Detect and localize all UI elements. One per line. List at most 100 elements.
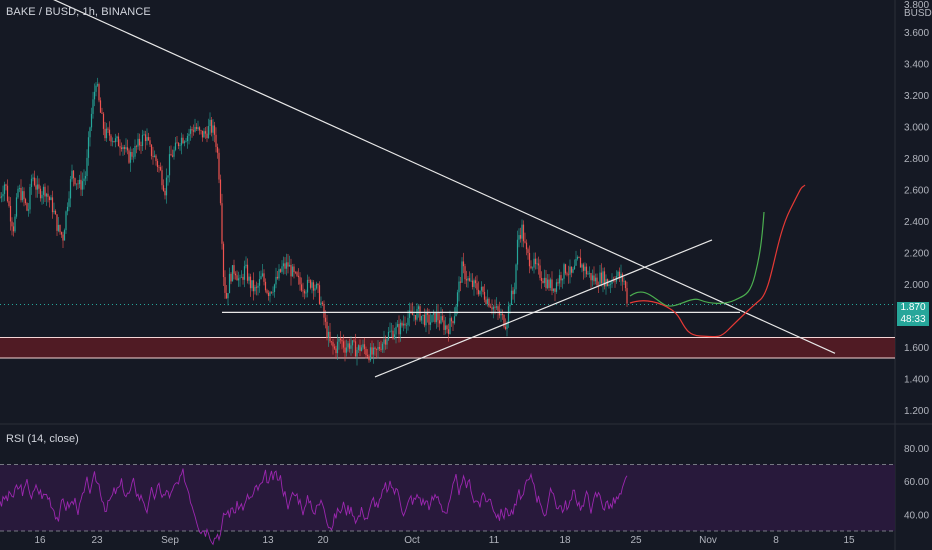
candle-body[interactable] — [491, 307, 493, 310]
candle-body[interactable] — [132, 156, 135, 158]
candle-body[interactable] — [428, 314, 430, 325]
candle-body[interactable] — [255, 286, 258, 288]
candle-body[interactable] — [354, 341, 357, 357]
ascending-support-line[interactable] — [374, 239, 713, 378]
candle-body[interactable] — [444, 325, 447, 330]
candle-body[interactable] — [210, 119, 213, 133]
candle-body[interactable] — [347, 343, 349, 348]
candle-body[interactable] — [441, 316, 444, 321]
candle-body[interactable] — [315, 283, 318, 289]
candle-body[interactable] — [452, 321, 454, 324]
candle-body[interactable] — [413, 315, 415, 316]
candle-body[interactable] — [518, 235, 520, 240]
candle-body[interactable] — [351, 340, 354, 346]
candle-body[interactable] — [557, 282, 559, 284]
candle-body[interactable] — [176, 142, 178, 144]
candle-body[interactable] — [366, 354, 369, 357]
candle-body[interactable] — [300, 284, 303, 291]
candle-body[interactable] — [414, 315, 417, 320]
candle-body[interactable] — [144, 134, 147, 142]
candle-body[interactable] — [321, 302, 324, 305]
candle-body[interactable] — [179, 145, 181, 147]
candle-body[interactable] — [59, 224, 61, 233]
candle-body[interactable] — [425, 312, 427, 326]
candle-body[interactable] — [617, 271, 619, 277]
candle-body[interactable] — [27, 209, 30, 211]
candle-body[interactable] — [309, 280, 312, 288]
candle-body[interactable] — [20, 187, 22, 201]
candle-body[interactable] — [5, 184, 7, 186]
candle-body[interactable] — [312, 282, 315, 291]
candle-body[interactable] — [111, 141, 114, 142]
candle-body[interactable] — [585, 266, 588, 275]
candle-body[interactable] — [281, 266, 283, 272]
candle-body[interactable] — [539, 265, 541, 278]
candle-body[interactable] — [554, 288, 556, 292]
candle-body[interactable] — [471, 280, 474, 287]
candle-body[interactable] — [185, 141, 187, 142]
candle-body[interactable] — [213, 125, 216, 135]
candle-body[interactable] — [311, 282, 313, 288]
candle-body[interactable] — [273, 284, 276, 292]
candle-body[interactable] — [576, 256, 579, 259]
candle-body[interactable] — [434, 311, 436, 323]
candle-body[interactable] — [75, 183, 78, 185]
candle-body[interactable] — [218, 152, 220, 180]
candle-body[interactable] — [386, 339, 388, 345]
candle-body[interactable] — [107, 128, 109, 130]
candle-body[interactable] — [263, 273, 265, 282]
candle-body[interactable] — [593, 275, 595, 282]
candle-body[interactable] — [524, 241, 526, 243]
candle-body[interactable] — [479, 290, 481, 295]
candle-body[interactable] — [152, 156, 154, 158]
candle-body[interactable] — [249, 276, 252, 289]
candle-body[interactable] — [521, 224, 523, 239]
candle-body[interactable] — [371, 347, 373, 355]
candle-body[interactable] — [591, 275, 594, 281]
candle-body[interactable] — [608, 284, 610, 287]
candle-body[interactable] — [611, 279, 613, 284]
candle-body[interactable] — [342, 341, 345, 348]
candle-body[interactable] — [330, 341, 333, 343]
candle-body[interactable] — [258, 279, 261, 286]
candle-body[interactable] — [24, 199, 27, 204]
candle-body[interactable] — [69, 179, 72, 199]
candle-body[interactable] — [167, 175, 169, 178]
candle-body[interactable] — [206, 133, 208, 139]
candle-body[interactable] — [90, 113, 93, 128]
candle-body[interactable] — [474, 280, 477, 284]
candle-body[interactable] — [102, 113, 105, 129]
candle-body[interactable] — [284, 263, 286, 269]
candle-body[interactable] — [68, 198, 70, 207]
candle-body[interactable] — [198, 127, 201, 131]
candle-body[interactable] — [14, 216, 16, 232]
candle-body[interactable] — [344, 347, 346, 353]
candle-body[interactable] — [581, 264, 583, 268]
candle-body[interactable] — [320, 302, 322, 304]
candle-body[interactable] — [231, 265, 234, 282]
candle-body[interactable] — [461, 261, 463, 283]
candle-body[interactable] — [504, 326, 507, 330]
candle-body[interactable] — [44, 186, 46, 197]
candle-body[interactable] — [582, 264, 585, 271]
candle-body[interactable] — [66, 206, 69, 212]
candle-body[interactable] — [170, 154, 172, 156]
candle-body[interactable] — [381, 343, 384, 350]
candle-body[interactable] — [599, 272, 601, 286]
candle-body[interactable] — [264, 281, 267, 291]
candle-body[interactable] — [458, 281, 460, 293]
candle-body[interactable] — [84, 175, 87, 179]
candle-body[interactable] — [200, 130, 202, 131]
candle-body[interactable] — [552, 288, 555, 292]
candle-body[interactable] — [149, 140, 151, 145]
candle-body[interactable] — [17, 188, 19, 198]
candle-body[interactable] — [165, 177, 168, 196]
candle-body[interactable] — [357, 345, 360, 351]
candle-body[interactable] — [603, 271, 606, 287]
candle-body[interactable] — [596, 277, 598, 286]
candle-body[interactable] — [267, 292, 270, 297]
candle-body[interactable] — [159, 167, 162, 171]
candle-body[interactable] — [500, 313, 502, 316]
candle-body[interactable] — [302, 290, 304, 292]
candle-body[interactable] — [378, 346, 381, 349]
